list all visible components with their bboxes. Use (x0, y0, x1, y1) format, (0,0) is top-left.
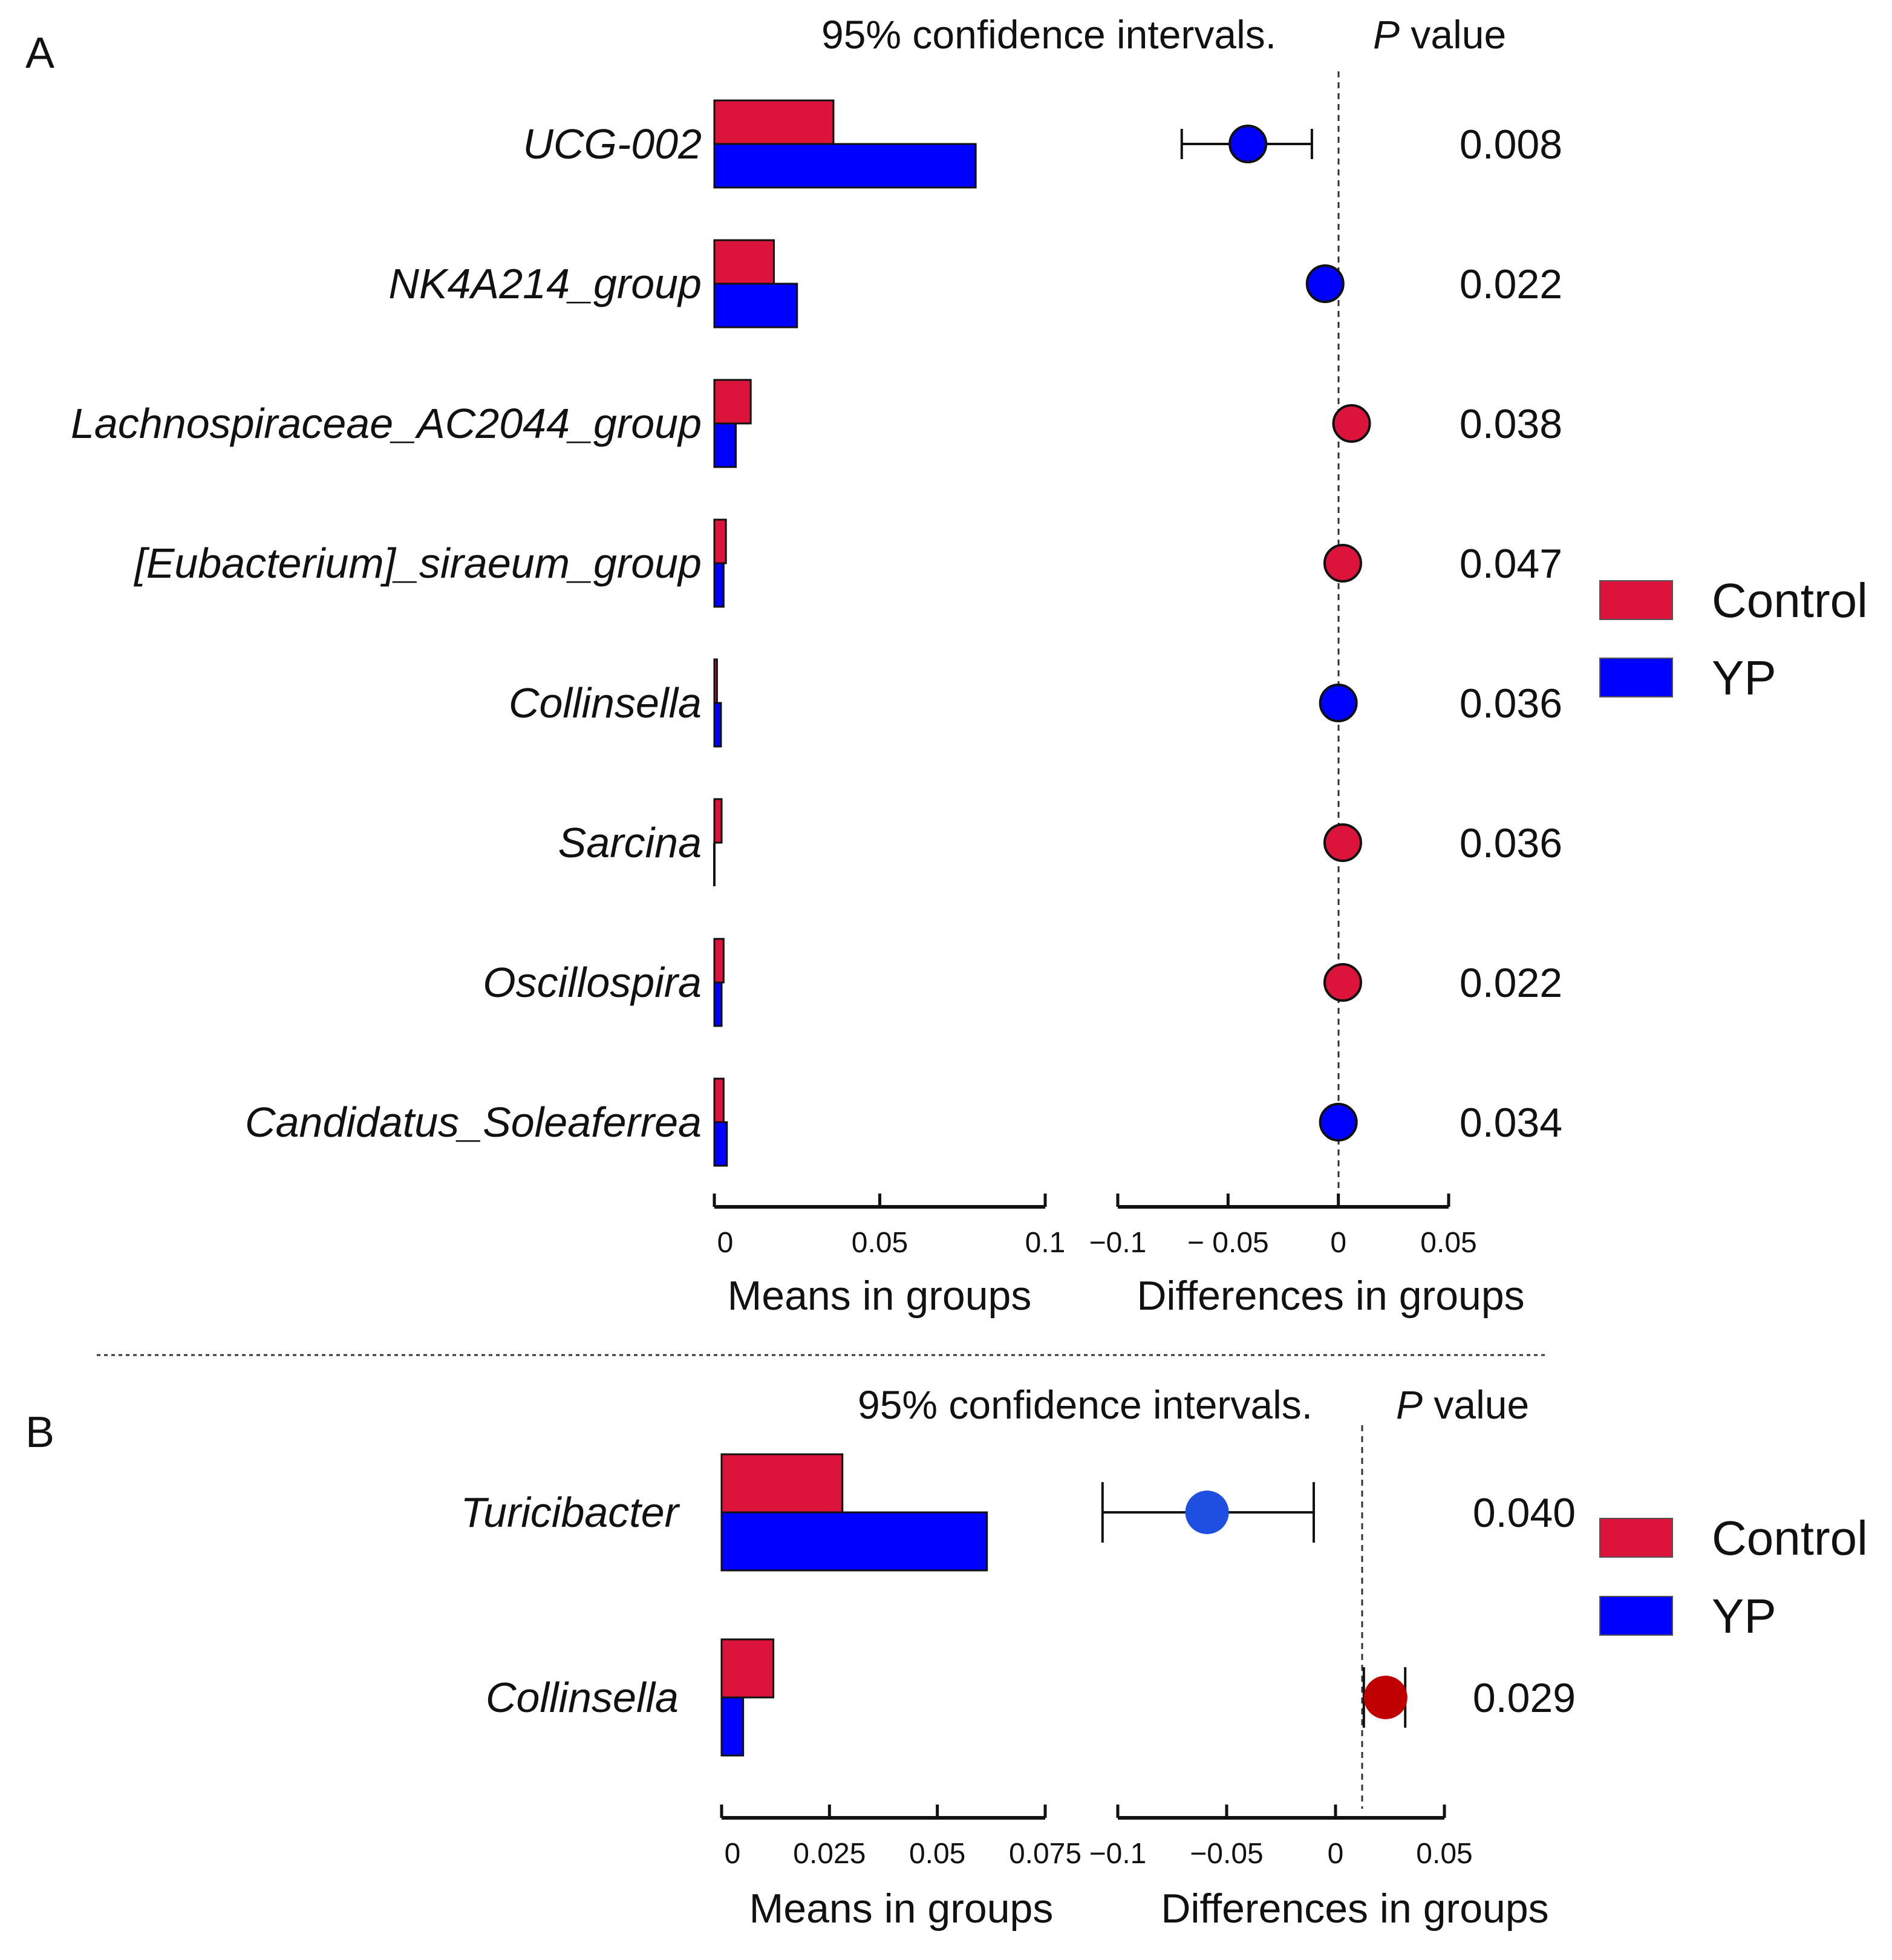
panel-b-pvalue-header-rest: value (1423, 1382, 1529, 1427)
panel-a-diff-point (1319, 684, 1358, 722)
panel-b-p-value: 0.040 (1473, 1490, 1576, 1536)
panel-a-taxon-label: NK4A214_group (388, 260, 702, 307)
panel-a-bar-yp (713, 562, 725, 608)
panel-a-legend-label-control: Control (1712, 573, 1868, 627)
panel-a-p-value: 0.036 (1460, 681, 1562, 727)
panel-b-legend-label-control: Control (1712, 1511, 1868, 1565)
panel-a-taxon-label: Oscillospira (483, 959, 702, 1006)
panel-a-diff-point (1228, 125, 1268, 163)
panel-a-means-tick-label: 0.1 (1025, 1227, 1066, 1259)
panel-a-p-value: 0.022 (1460, 960, 1562, 1006)
panel-a-taxon-label: Candidatus_Soleaferrea (245, 1099, 702, 1146)
panel-a-diff-tick-label: − 0.05 (1187, 1227, 1269, 1259)
panel-a-bar-yp (713, 422, 737, 468)
panel-a-taxon-label: Lachnospiraceae_AC2044_group (71, 400, 702, 447)
panel-b-letter: B (25, 1408, 54, 1457)
panel-a-bar-control (713, 658, 718, 704)
panel-b-legend-swatch-yp (1599, 1596, 1673, 1636)
panel-b-pvalue-header-p: P (1396, 1382, 1423, 1427)
panel-b: 95% confidence intervals. P value Turiciba… (461, 1382, 1868, 1932)
panel-a-bar-control (713, 518, 727, 564)
panel-b-means-tick-label: 0 (725, 1838, 741, 1870)
panel-a-diff-tick-label: 0 (1330, 1227, 1346, 1259)
panel-b-means-tick-label: 0.05 (909, 1838, 965, 1870)
panel-a-bar-yp (713, 702, 722, 748)
panel-a-legend-swatch-control (1599, 580, 1673, 620)
panel-a-taxon-label: UCG-002 (523, 120, 702, 168)
panel-a-diff-tick-label: −0.1 (1089, 1227, 1147, 1259)
panel-a-bar-yp (713, 283, 798, 328)
panel-b-legend-swatch-control (1599, 1518, 1673, 1558)
panel-a-bar-control (713, 1077, 725, 1123)
panel-a-means-tick-label: 0 (717, 1227, 734, 1259)
panel-a-taxon-label: [Eubacterium]_siraeum_group (133, 540, 702, 587)
panel-a: 95% confidence intervals. P value UCG-002 0… (71, 12, 1868, 1319)
panel-a-p-value: 0.022 (1460, 261, 1562, 307)
panel-a-bar-control (713, 798, 723, 844)
panel-a-pvalue-header-p: P (1373, 12, 1400, 57)
panel-b-diff-point (1185, 1491, 1229, 1534)
panel-b-means-axis-title: Means in groups (749, 1886, 1054, 1932)
panel-b-bar-control (720, 1453, 844, 1514)
panel-b-diff-axis-title: Differences in groups (1161, 1886, 1548, 1932)
panel-b-pvalue-header: P value (1396, 1382, 1529, 1427)
panel-a-diff-tick-label: 0.05 (1420, 1227, 1476, 1259)
panel-a-bar-control (713, 379, 752, 425)
panel-b-diff-tick-label: 0 (1328, 1838, 1344, 1870)
panel-a-taxon-label: Sarcina (558, 819, 702, 866)
panel-a-diff-point (1323, 963, 1362, 1002)
panel-a-diff-axis-title: Differences in groups (1137, 1273, 1524, 1319)
panel-a-p-value: 0.034 (1460, 1100, 1562, 1146)
panel-a-bar-control (713, 938, 725, 984)
panel-a-p-value: 0.008 (1460, 122, 1562, 168)
panel-a-bar-control (713, 239, 775, 285)
panel-a-ci-header: 95% confidence intervals. (821, 12, 1276, 57)
panel-b-bar-yp (720, 1511, 988, 1572)
panel-a-legend-label-yp: YP (1712, 651, 1776, 705)
panel-b-taxon-label: Collinsella (486, 1674, 679, 1721)
panel-b-diff-tick-label: −0.1 (1089, 1838, 1147, 1870)
panel-a-means-axis-title: Means in groups (728, 1273, 1032, 1319)
panel-a-p-value: 0.038 (1460, 401, 1562, 447)
panel-a-bar-yp (713, 1121, 728, 1167)
panel-b-diff-point (1363, 1676, 1408, 1719)
panel-a-p-value: 0.047 (1460, 541, 1562, 587)
panel-a-letter: A (25, 29, 54, 77)
panel-a-pvalue-header-rest: value (1400, 12, 1506, 57)
panel-b-taxon-label: Turicibacter (461, 1489, 680, 1536)
panel-b-legend-label-yp: YP (1712, 1589, 1776, 1643)
panel-b-bar-yp (720, 1696, 745, 1757)
panel-b-ci-header: 95% confidence intervals. (858, 1382, 1313, 1427)
panel-a-diff-point (1323, 544, 1362, 583)
panel-b-p-value: 0.029 (1473, 1675, 1576, 1721)
panel-a-diff-point (1319, 1103, 1358, 1142)
panel-a-bar-yp (713, 143, 977, 189)
panel-a-legend-swatch-yp (1599, 658, 1673, 697)
panel-a-taxon-label: Collinsella (509, 679, 702, 727)
panel-a-diff-point (1305, 264, 1345, 303)
panel-b-means-tick-label: 0.075 (1009, 1838, 1081, 1870)
panel-a-diff-point (1323, 823, 1362, 862)
panel-b-bar-control (720, 1638, 775, 1699)
panel-b-diff-tick-label: −0.05 (1190, 1838, 1263, 1870)
panel-a-pvalue-header: P value (1373, 12, 1506, 57)
panel-b-means-tick-label: 0.025 (793, 1838, 866, 1870)
panel-a-bar-control (713, 99, 835, 145)
panel-a-diff-point (1332, 404, 1371, 443)
panel-b-diff-tick-label: 0.05 (1416, 1838, 1472, 1870)
panel-a-bar-yp (713, 981, 723, 1027)
panel-a-p-value: 0.036 (1460, 820, 1562, 866)
panel-a-means-tick-label: 0.05 (852, 1227, 908, 1259)
